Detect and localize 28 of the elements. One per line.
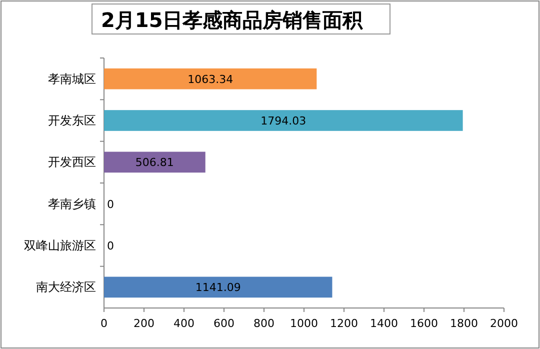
y-tick-label: 开发西区	[48, 155, 96, 170]
y-tick-label: 孝南城区	[48, 72, 96, 86]
bar	[104, 110, 463, 131]
x-tick-label: 600	[214, 317, 234, 330]
data-label: 506.81	[135, 156, 174, 170]
data-label: 1063.34	[188, 72, 234, 86]
x-tick-label: 1800	[450, 317, 478, 330]
chart-title: 2月15日孝感商品房销售面积	[101, 8, 364, 32]
data-label: 0	[107, 198, 114, 211]
y-tick-label: 开发东区	[48, 114, 96, 128]
x-tick-label: 400	[174, 317, 194, 330]
y-tick-label: 孝南乡镇	[48, 196, 96, 211]
data-label: 0	[107, 240, 114, 252]
data-label: 1794.03	[260, 114, 306, 128]
data-label: 1141.09	[195, 281, 241, 294]
x-tick-label: 1600	[410, 317, 438, 330]
y-tick-label: 南大经济区	[36, 280, 96, 294]
bar	[104, 276, 332, 298]
y-tick-label: 双峰山旅游区	[24, 238, 96, 252]
x-tick-label: 200	[134, 317, 154, 330]
x-tick-label: 800	[254, 317, 274, 330]
x-tick-label: 1200	[330, 317, 358, 330]
x-tick-label: 2000	[490, 317, 518, 330]
x-tick-label: 1400	[370, 317, 398, 330]
x-tick-label: 0	[100, 317, 108, 330]
bar	[104, 152, 206, 173]
bar	[104, 68, 317, 90]
x-tick-label: 1000	[290, 317, 318, 330]
